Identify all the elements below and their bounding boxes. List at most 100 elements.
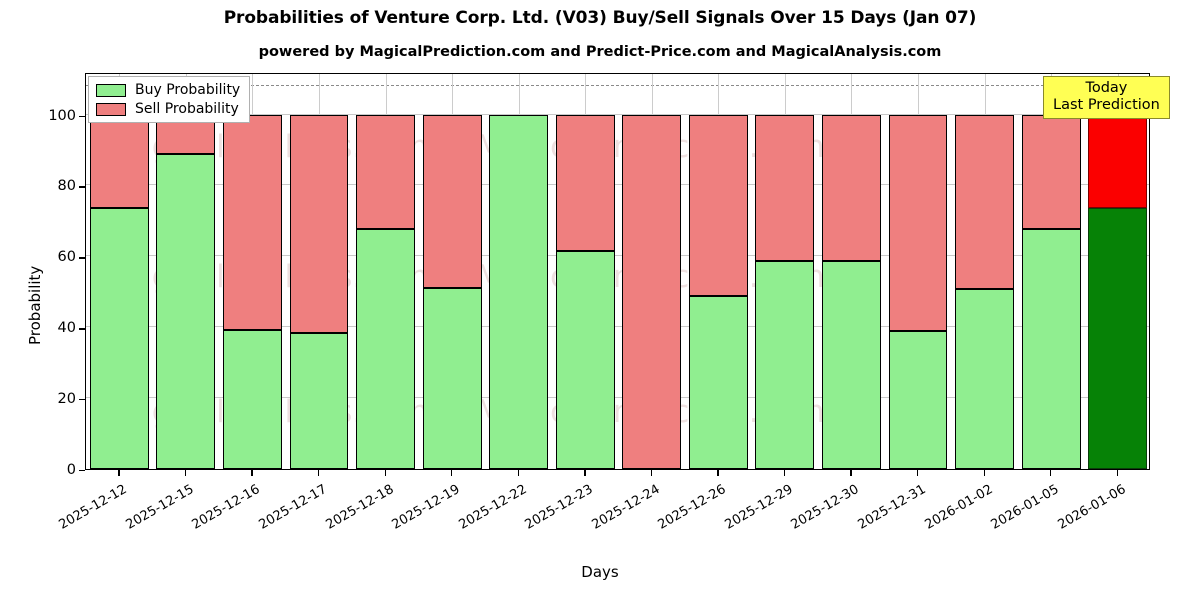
x-tick-mark [983,470,985,476]
bar-2025-12-31[interactable] [888,74,948,469]
bar-2026-01-02[interactable] [955,74,1015,469]
bar-2025-12-18[interactable] [356,74,415,469]
bar-2025-12-29[interactable] [755,74,815,469]
bar-segment-buy[interactable] [1021,229,1081,469]
bar-2025-12-15[interactable] [156,74,216,469]
x-tick-mark [783,470,786,476]
bar-segment-buy[interactable] [289,332,349,469]
gridline-horizontal [86,326,1149,328]
legend-swatch-buy [96,83,126,97]
x-tick-mark [917,470,919,476]
bar-2025-12-17[interactable] [289,74,349,469]
chart-subtitle: powered by MagicalPrediction.com and Pre… [258,44,942,60]
bar-2025-12-23[interactable] [555,74,615,469]
bar-segment-sell[interactable] [1021,114,1081,230]
legend-label-sell: Sell Probability [135,101,239,117]
y-tick-label: 20 [57,391,76,408]
bar-segment-buy[interactable] [555,251,615,469]
today-annotation-box: Today Last Prediction [1043,76,1170,120]
gridline-horizontal [86,113,1149,115]
chart-legend: Buy Probability Sell Probability [88,76,251,123]
bar-segment-buy[interactable] [89,208,149,469]
bar-2026-01-06[interactable] [1088,74,1148,469]
bar-2025-12-12[interactable] [89,74,149,469]
x-tick-mark [850,470,852,476]
x-tick-label: 2025-12-12 [56,482,130,533]
bar-segment-sell[interactable] [955,114,1015,289]
y-tick-label: 0 [66,462,76,478]
x-tick-mark [184,470,187,476]
y-tick-mark [79,115,85,117]
bar-segment-sell[interactable] [356,114,415,229]
gridline-horizontal [86,255,1149,257]
gridline-horizontal [86,397,1149,399]
x-tick-mark [384,470,386,476]
gridline-horizontal [86,184,1149,186]
plot-area: MagicalAnalysis.comMagicalPrediction.com… [85,73,1150,470]
bar-segment-sell[interactable] [622,114,682,469]
bar-2025-12-19[interactable] [422,74,482,469]
x-tick-mark [251,470,253,476]
x-tick-label: 2025-12-31 [855,482,929,533]
bar-segment-buy[interactable] [1088,207,1148,469]
x-tick-mark [717,470,719,476]
x-tick-label: 2025-12-19 [389,482,463,533]
x-tick-mark [118,470,120,476]
y-tick-label: 60 [57,249,76,266]
bar-segment-buy[interactable] [489,114,549,469]
x-tick-label: 2025-12-16 [189,482,263,533]
legend-item-sell: Sell Probability [96,101,240,117]
legend-item-buy: Buy Probability [96,82,240,98]
bar-segment-sell[interactable] [888,114,948,331]
bar-segment-buy[interactable] [222,329,282,469]
bar-segment-sell[interactable] [688,114,748,297]
y-tick-mark [79,328,85,330]
x-tick-mark [317,470,320,476]
x-tick-label: 2025-12-18 [323,482,397,533]
bar-2025-12-22[interactable] [489,74,549,469]
legend-label-buy: Buy Probability [135,82,241,98]
x-tick-mark [650,470,653,476]
x-tick-label: 2025-12-26 [655,482,729,533]
bar-2026-01-05[interactable] [1021,74,1081,469]
bar-2025-12-16[interactable] [222,74,282,469]
x-tick-mark [584,470,586,476]
x-tick-mark [517,470,519,476]
bar-segment-sell[interactable] [222,114,282,330]
bar-segment-sell[interactable] [89,114,149,209]
bar-2025-12-24[interactable] [622,74,682,469]
x-tick-label: 2025-12-17 [256,482,330,533]
x-tick-label: 2025-12-22 [456,482,530,533]
bar-segment-buy[interactable] [422,287,482,469]
x-tick-mark [451,470,453,476]
bar-segment-buy[interactable] [822,261,881,469]
x-tick-label: 2025-12-24 [589,482,663,533]
bar-segment-sell[interactable] [822,114,881,262]
bar-segment-sell[interactable] [289,114,349,333]
bar-segment-buy[interactable] [356,228,415,469]
y-tick-label: 80 [57,178,76,195]
bar-segment-sell[interactable] [555,114,615,252]
y-tick-mark [79,470,85,472]
today-annotation-line2: Last Prediction [1053,97,1160,114]
bar-segment-buy[interactable] [755,260,815,469]
x-tick-mark [1050,470,1052,476]
bar-segment-buy[interactable] [688,296,748,469]
bar-segment-buy[interactable] [156,153,216,469]
bar-segment-sell[interactable] [422,114,482,288]
x-tick-label: 2025-12-29 [722,482,796,533]
x-tick-label: 2025-12-30 [789,482,862,533]
y-tick-mark [79,257,85,259]
bar-segment-sell[interactable] [755,114,815,261]
bar-segment-buy[interactable] [888,330,948,469]
reference-dashed-line [86,85,1149,87]
chart-title: Probabilities of Venture Corp. Ltd. (V03… [223,8,977,28]
x-tick-label: 2025-12-23 [522,482,596,533]
bar-2025-12-26[interactable] [688,74,748,469]
bar-segment-sell[interactable] [1088,114,1148,208]
bar-2025-12-30[interactable] [822,74,881,469]
y-tick-label: 40 [57,320,76,337]
bar-segment-buy[interactable] [955,288,1015,469]
legend-swatch-sell [96,102,126,116]
